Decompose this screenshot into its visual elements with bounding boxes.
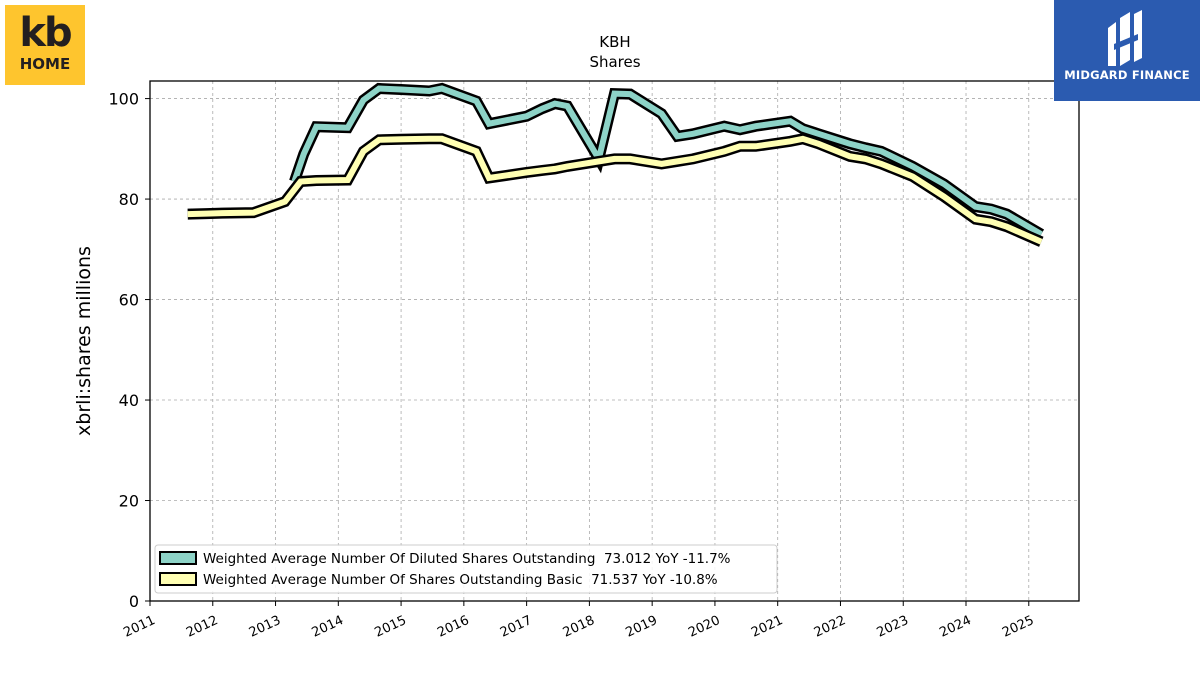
midgard-finance-wordmark: MIDGARD FINANCE — [1064, 68, 1190, 82]
x-axis: 2011 2012 2013 2014 2015 2016 2017 2018 2019 2020… — [121, 601, 1036, 641]
chart-subtitle: Shares — [589, 53, 640, 71]
legend-box — [154, 544, 778, 594]
x-tick-label: 2015 — [372, 613, 408, 641]
kb-home-logo-wordmark: HOME — [19, 55, 71, 73]
midgard-finance-emblem-icon — [1108, 10, 1142, 66]
x-tick-label: 2019 — [624, 613, 660, 641]
series-line — [187, 135, 1043, 245]
x-tick-label: 2013 — [247, 613, 283, 641]
legend-label-diluted: Weighted Average Number Of Diluted Share… — [203, 551, 731, 567]
x-tick-label: 2016 — [435, 613, 471, 641]
x-tick-label: 2011 — [121, 613, 157, 641]
basic-shares-series — [187, 133, 1044, 247]
x-tick-label: 2012 — [184, 613, 220, 641]
x-tick-label: 2022 — [812, 613, 848, 641]
legend: Weighted Average Number Of Diluted Share… — [154, 544, 778, 594]
kb-home-logo-mark: kb — [19, 10, 72, 56]
x-tick-label: 2017 — [498, 613, 534, 641]
y-axis-label: xbrli:shares millions — [73, 246, 95, 436]
x-tick-label: 2014 — [310, 613, 346, 641]
x-tick-label: 2024 — [937, 613, 973, 641]
legend-swatch-diluted — [159, 551, 197, 565]
diluted-shares-series — [289, 82, 1045, 239]
series-line-outline — [187, 133, 1044, 247]
y-tick-label: 80 — [119, 190, 139, 209]
y-axis: 0 20 40 60 80 100 — [108, 90, 150, 611]
series-line — [291, 85, 1043, 237]
legend-label-basic: Weighted Average Number Of Shares Outsta… — [203, 572, 718, 588]
y-tick-label: 0 — [129, 592, 139, 611]
series-layer — [187, 82, 1045, 247]
x-tick-label: 2020 — [686, 613, 722, 641]
x-tick-label: 2018 — [561, 613, 597, 641]
x-tick-label: 2025 — [1000, 613, 1036, 641]
y-tick-label: 40 — [119, 391, 139, 410]
y-tick-label: 60 — [119, 291, 139, 310]
legend-swatch-basic — [159, 572, 197, 586]
y-tick-label: 100 — [108, 90, 139, 109]
plot-frame — [149, 80, 1080, 602]
y-tick-label: 20 — [119, 492, 139, 511]
midgard-finance-logo: MIDGARD FINANCE — [1054, 0, 1200, 101]
kb-home-logo: kb HOME — [5, 5, 85, 85]
x-tick-label: 2021 — [749, 613, 785, 641]
x-tick-label: 2023 — [875, 613, 911, 641]
chart-title: KBH — [599, 33, 630, 51]
